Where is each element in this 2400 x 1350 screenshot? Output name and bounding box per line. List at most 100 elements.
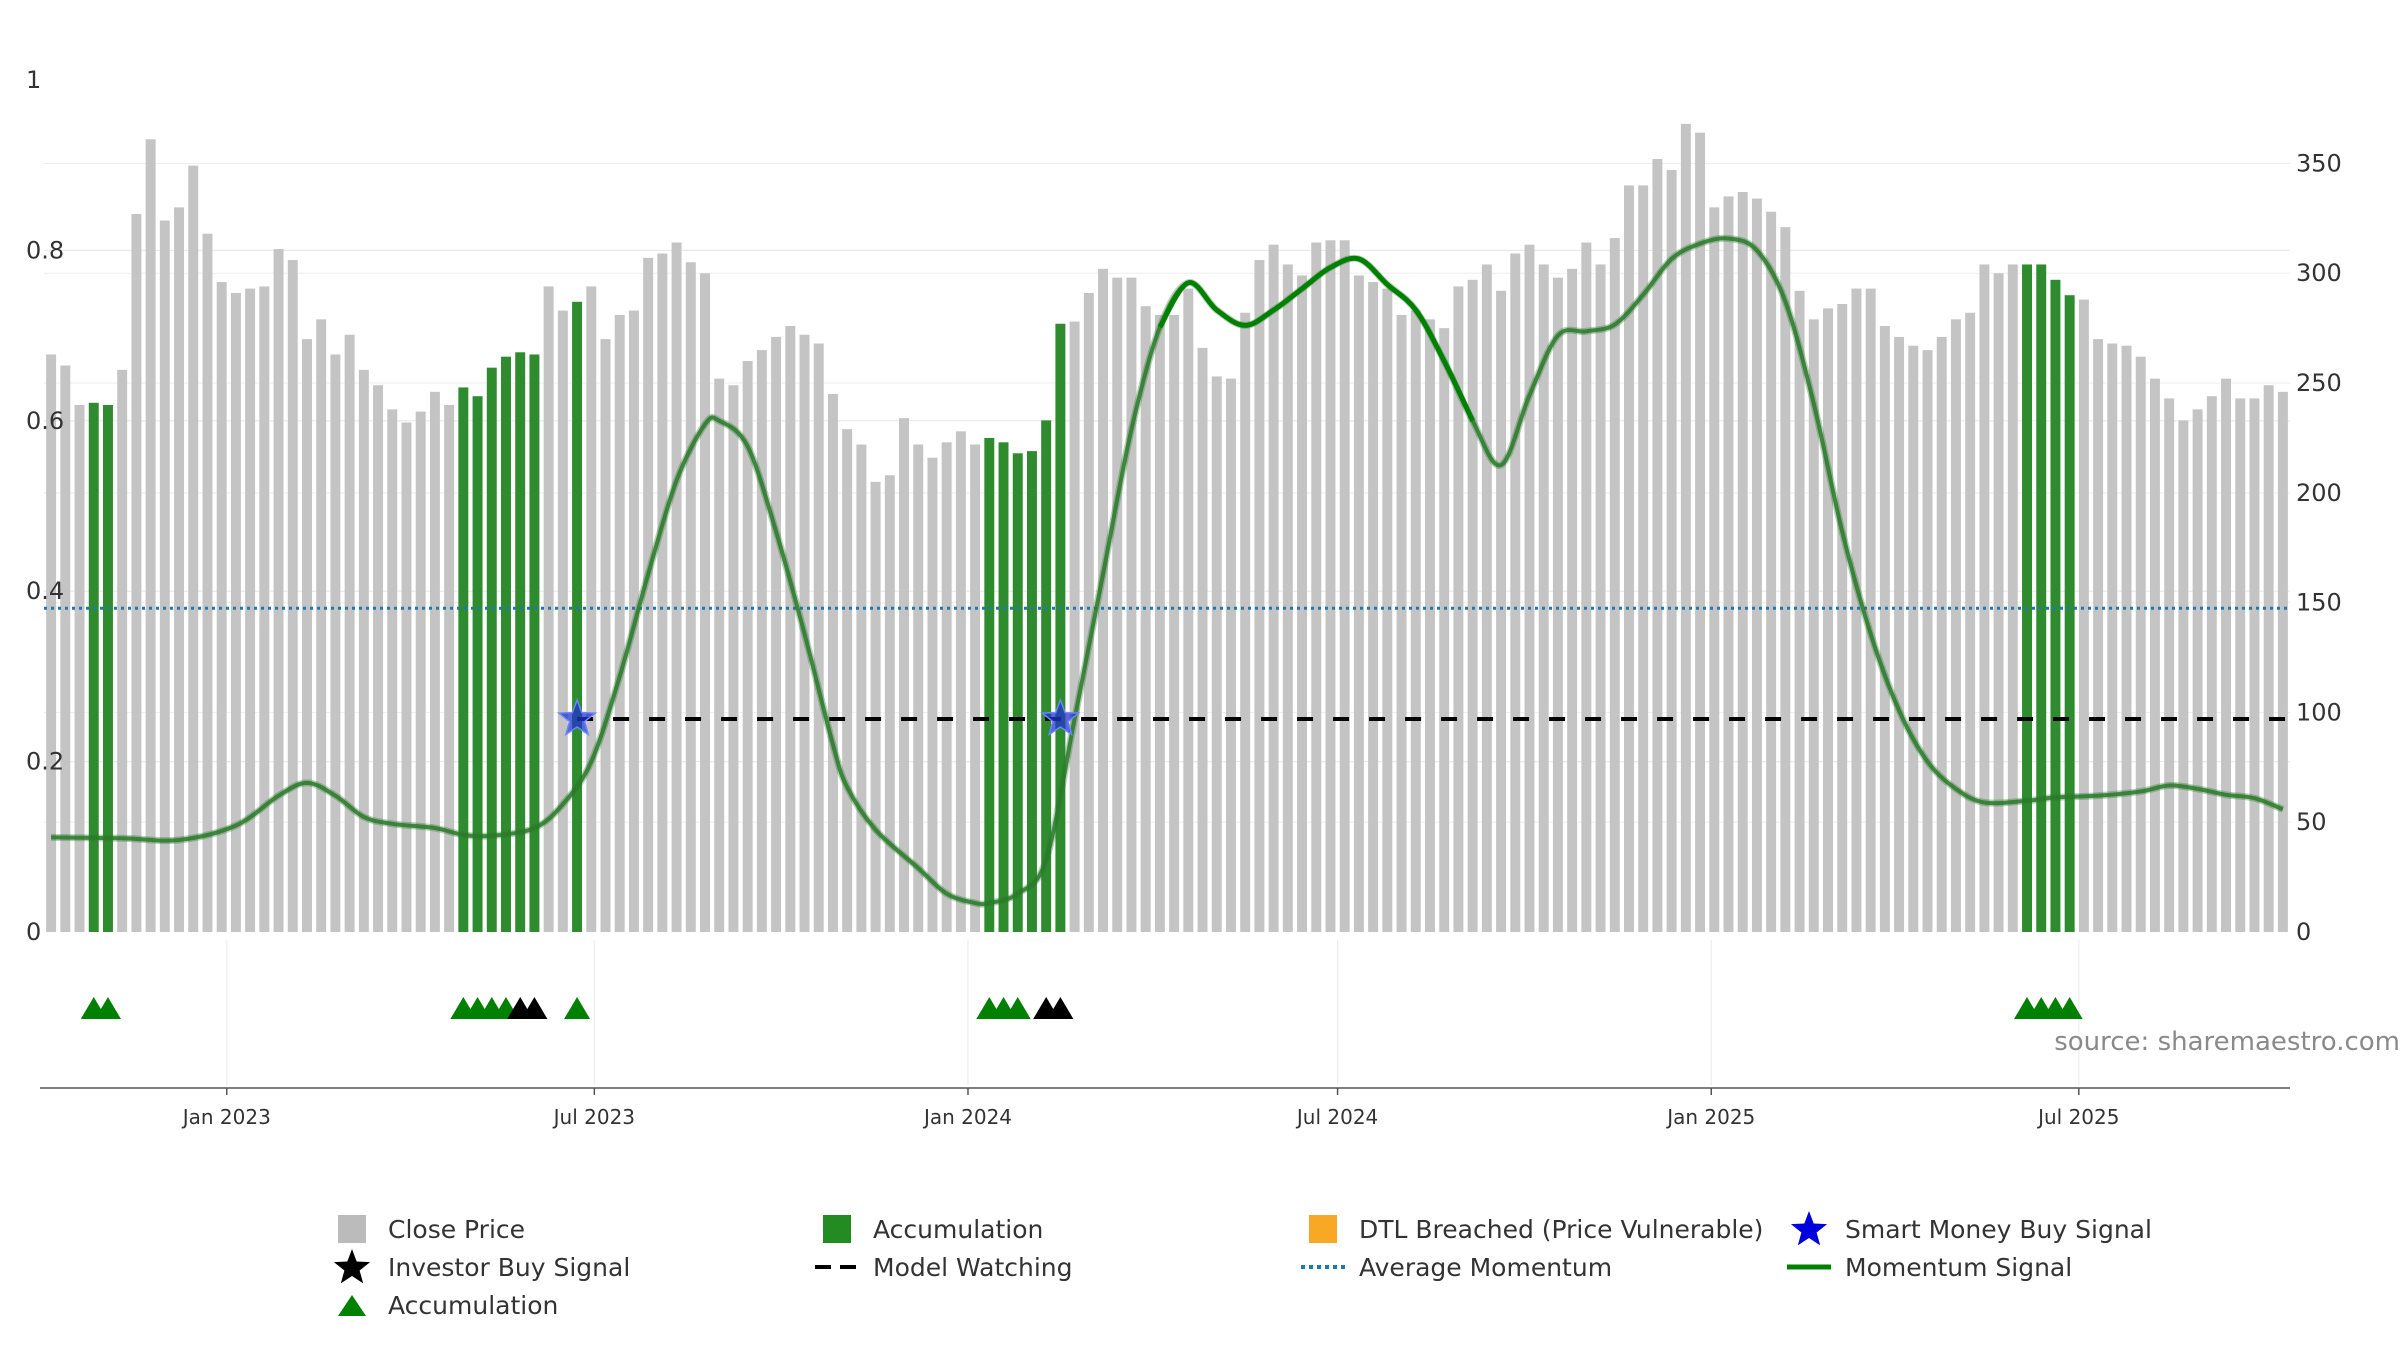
close-price-bar [1950,319,1961,932]
close-price-bar [1183,288,1194,932]
accumulation-bar [984,437,995,932]
y-left-tick-label: 0.8 [26,236,64,264]
close-price-bar [1311,242,1322,932]
close-price-bar [145,139,156,932]
close-price-bar [2078,299,2089,932]
close-price-bar [1382,288,1393,932]
close-price-bar [1624,185,1634,932]
close-price-bar [742,361,753,933]
close-price-bar [174,207,185,932]
close-price-bar [74,404,85,932]
accumulation-bar [1012,453,1023,932]
close-price-bar [756,350,767,932]
accumulation-bar [1055,323,1066,932]
close-price-bar [2221,378,2232,932]
close-price-bar [1410,310,1421,932]
close-price-bar [1865,288,1876,932]
close-price-bar [358,369,369,932]
accumulation-marker [2056,997,2083,1019]
accumulation-marker [1004,997,1031,1019]
close-price-bar [1339,240,1350,933]
close-price-bar [1638,185,1649,932]
y-right-tick-label: 150 [2296,589,2342,617]
signal-markers [80,997,2083,1019]
close-price-bar [1709,207,1720,932]
x-tick-label: Jul 2023 [552,1105,635,1129]
close-price-bar [842,429,853,932]
chart-svg: 0 0.2 0.4 0.6 0.8 1 0 50 100 150 200 250 300 350 Jan 2… [26,66,2400,1129]
close-price-bar [1297,275,1308,932]
accumulation-bar [2036,264,2047,932]
legend-star-icon [330,1248,374,1286]
close-price-bar [1695,132,1706,932]
accumulation-bar [515,352,526,932]
close-price-bar [415,411,426,932]
close-price-bar [671,242,682,932]
close-price-bar [1368,282,1379,932]
close-price-bar [941,442,952,932]
legend-item: Accumulation [815,1210,1043,1248]
y-right-tick-label: 250 [2296,369,2342,397]
y-left-tick-label: 0.2 [26,748,64,776]
smart-money-stars [556,697,1081,737]
close-price-bar [1751,198,1762,932]
close-price-bar [1879,325,1890,933]
y-right-tick-label: 350 [2296,149,2342,177]
close-price-bar [1567,268,1578,933]
close-price-bar [117,369,128,932]
close-price-bar [1325,240,1336,933]
momentum-signal-line [51,236,2284,907]
legend-item: Smart Money Buy Signal [1787,1210,2152,1248]
legend-label: Accumulation [388,1290,559,1320]
close-price-bar [728,385,739,932]
y-right-tick-label: 0 [2296,918,2311,946]
close-price-bar [1353,275,1364,932]
close-price-bar [1965,312,1976,932]
close-price-bar [1922,350,1933,932]
legend-label: Model Watching [873,1252,1073,1282]
close-price-bar [60,365,71,932]
accumulation-bar [572,301,583,932]
close-price-bar [1680,123,1691,932]
close-price-bar [1808,319,1819,932]
close-price-bar [657,253,668,932]
legend-item: Close Price [330,1210,525,1248]
close-price-bar [1254,260,1265,932]
close-price-bar [714,378,725,932]
legend-label: Investor Buy Signal [388,1252,631,1282]
close-price-bar [1609,238,1620,932]
close-price-bar [1823,308,1833,933]
close-price-bar [1240,312,1251,932]
legend-star-icon [1787,1210,1831,1248]
close-price-bar [330,354,341,933]
close-price-bar [1552,277,1563,932]
close-price-bar [2149,378,2160,932]
close-price-bar [1908,345,1919,932]
close-price-bar [1154,314,1165,933]
close-price-bar [913,444,924,932]
close-price-bar [955,431,966,932]
close-price-bar [1140,306,1151,932]
accumulation-bar [458,387,469,932]
close-price-bar [230,293,241,932]
x-tick-label: Jan 2025 [1665,1105,1755,1129]
legend-square-icon [1301,1210,1345,1248]
y-right-tick-label: 50 [2296,808,2327,836]
close-price-bar [2192,409,2203,932]
close-price-bar [302,339,312,932]
close-price-bar [1268,244,1279,932]
close-price-bar [2277,391,2288,932]
close-price-bar [1524,244,1535,932]
legend-dashed-line-icon [815,1248,859,1286]
close-price-bar [1723,196,1734,932]
source-label: source: sharemaestro.com [2054,1027,2400,1057]
close-price-bar [1225,378,1236,932]
accumulation-bar [1026,451,1037,932]
legend-line-icon [1787,1248,1831,1286]
close-price-bar [287,260,298,932]
close-price-bar [2249,398,2260,932]
legend-item: Investor Buy Signal [330,1248,630,1286]
close-price-bar [1538,264,1549,932]
accumulation-bar [88,402,99,932]
close-price-bar [870,481,881,932]
